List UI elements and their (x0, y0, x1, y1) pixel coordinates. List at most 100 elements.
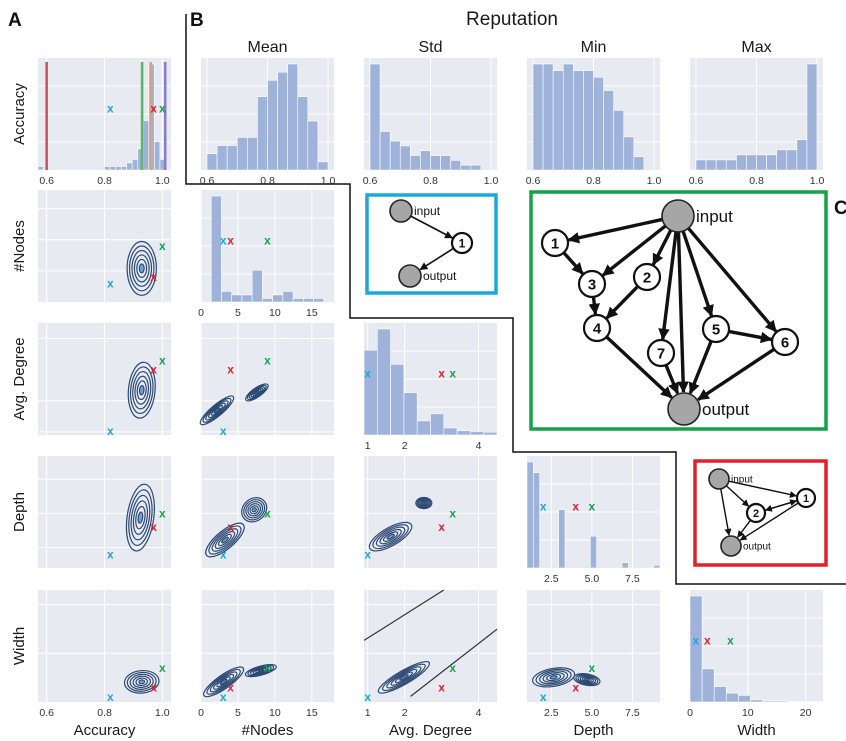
graph-edge (664, 364, 680, 395)
graph-node-label: 6 (781, 334, 789, 351)
model-marker-green: x (264, 661, 271, 675)
kde-contour (542, 671, 565, 683)
model-marker-red: x (438, 680, 445, 694)
histogram-bar (756, 154, 767, 171)
tick-label: 0.8 (749, 175, 764, 187)
kde-contour (581, 677, 592, 683)
graph-edge (588, 296, 600, 316)
kde-contour (545, 673, 562, 682)
subplot-1-1: 0 5 10 15x x x (198, 190, 334, 319)
kde-contour (137, 511, 144, 524)
histogram-bar (786, 149, 798, 171)
histogram-bar (762, 700, 775, 703)
histogram-bar (440, 155, 451, 171)
tick-label: 1.0 (155, 175, 170, 187)
input-node (708, 468, 730, 490)
tick-label: 0.6 (200, 175, 215, 187)
histogram-bar (267, 80, 278, 171)
histogram-bar (460, 164, 472, 171)
kde-contour (399, 674, 409, 681)
histogram-bar (483, 431, 498, 436)
kde-contour (126, 240, 157, 296)
tick-label: 0.8 (97, 707, 112, 719)
output-label: output (702, 400, 750, 419)
histogram-bar (633, 156, 645, 171)
model-marker-blue: x (107, 101, 114, 115)
kde-contour (138, 679, 146, 685)
tick-label: 15 (306, 707, 318, 719)
histogram-bar (430, 155, 441, 171)
histogram-bar (806, 63, 818, 171)
kde-contour (535, 668, 572, 686)
graph-edge (419, 247, 454, 271)
output-node (720, 535, 742, 557)
input-node (661, 199, 695, 233)
kde-contour (250, 387, 264, 398)
kde-contour (377, 661, 431, 694)
graph-edge (567, 217, 663, 244)
histogram-bar (621, 562, 629, 569)
graph-node (450, 231, 474, 255)
histogram-bar (154, 141, 161, 171)
model-marker-red: x (150, 101, 157, 115)
graph-edge (720, 488, 732, 536)
model-marker-red: x (227, 363, 234, 377)
subplot-2-2: 1 2 4x x x (363, 323, 498, 452)
tick-label: 10 (269, 707, 281, 719)
graph-node-label: 7 (657, 345, 665, 362)
reputation-subplot-3: Max 0.6 0.8 1.0 (689, 39, 825, 187)
histogram-bar (552, 70, 564, 171)
kde-contour (375, 526, 406, 547)
kde-contour (208, 402, 226, 419)
histogram-bar (738, 695, 751, 703)
model-marker-green: x (727, 633, 734, 647)
kde-contour (133, 254, 150, 283)
histogram-bar (695, 159, 707, 171)
histogram-bar (705, 159, 717, 171)
kde-contour (252, 667, 270, 675)
histogram-bar (131, 159, 139, 171)
histogram-bar (115, 166, 122, 171)
model-marker-green: x (449, 661, 456, 675)
reputation-subtitle: Max (741, 39, 771, 56)
kde-contour (246, 384, 267, 401)
histogram-bar (470, 164, 482, 171)
graph-node (701, 314, 731, 344)
model-marker-red: x (150, 520, 157, 534)
histogram-bar (583, 70, 594, 171)
model-marker-green: x (449, 366, 456, 380)
graph-node (632, 262, 662, 292)
kde-contour (203, 666, 245, 698)
reputation-subplot-2: Min 0.6 0.8 1.0 (526, 39, 662, 187)
kde-contour (419, 499, 429, 507)
tick-label: 1 (365, 440, 371, 452)
graph-node-label: 1 (803, 493, 809, 505)
histogram-bar (689, 595, 703, 703)
kde-contour (415, 496, 433, 510)
model-marker-green: x (159, 661, 166, 675)
reputation-title: Reputation (466, 9, 558, 30)
kde-contour (417, 498, 430, 508)
subplot-1-0: x x x (38, 190, 171, 302)
histogram-bar (379, 131, 391, 171)
model-marker-green: x (264, 233, 271, 247)
histogram-bar (533, 472, 540, 569)
kde-contour (129, 366, 154, 415)
tick-label: 0.6 (526, 175, 541, 187)
kde-contour (379, 528, 402, 545)
histogram-bar (241, 294, 253, 303)
histogram-bar (376, 328, 391, 436)
model-marker-blue: x (364, 547, 371, 561)
kde-contour (247, 665, 275, 677)
model-marker-blue: x (692, 633, 699, 647)
histogram-bar (725, 159, 737, 171)
histogram-bar (389, 140, 401, 171)
kde-contour (211, 528, 239, 552)
kde-contour (221, 536, 229, 544)
graph-node-label: 5 (712, 321, 720, 338)
histogram-bar (303, 298, 314, 303)
tick-label: 1.0 (484, 175, 499, 187)
column-label: Avg. Degree (389, 722, 472, 739)
